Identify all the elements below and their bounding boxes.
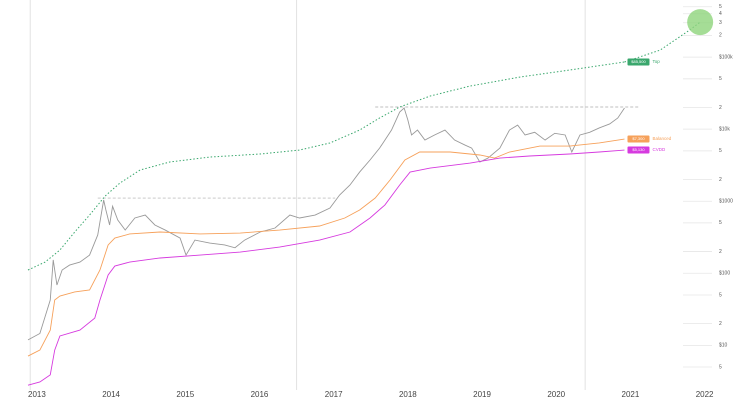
x-tick-label: 2018 — [399, 390, 417, 399]
y-tick-label: 5 — [719, 148, 722, 154]
x-tick-label: 2016 — [251, 390, 269, 399]
y-tick-label: $10 — [719, 343, 728, 349]
x-tick-label: 2015 — [176, 390, 194, 399]
series-line — [27, 138, 625, 357]
x-tick-label: 2020 — [547, 390, 565, 399]
y-tick-label: $1000 — [719, 199, 733, 205]
y-tick-label: $100k — [719, 54, 733, 60]
value-tag — [627, 135, 650, 143]
x-tick-label: 2017 — [325, 390, 343, 399]
y-tick-label: 5 — [719, 4, 722, 10]
series-line — [27, 149, 625, 386]
value-tag-label: $7,300 — [632, 136, 645, 141]
y-tick-label: 2 — [719, 177, 722, 183]
projection-marker — [687, 9, 714, 36]
x-tick-label: 2014 — [102, 390, 120, 399]
x-tick-label: 2019 — [473, 390, 491, 399]
y-tick-label: 2 — [719, 105, 722, 111]
value-tag — [627, 146, 650, 154]
y-tick-label: $10k — [719, 126, 730, 132]
series-name: CVDD — [652, 147, 666, 152]
value-tag — [627, 58, 650, 66]
y-tick-label: 2 — [719, 321, 722, 327]
y-tick-label: 5 — [719, 220, 722, 226]
y-tick-label: 5 — [719, 364, 722, 370]
y-tick-label: 4 — [719, 11, 722, 17]
series-name: Top — [652, 59, 660, 64]
projection-line — [624, 21, 701, 63]
y-tick-label: 2 — [719, 33, 722, 39]
x-tick-label: 2021 — [622, 390, 640, 399]
y-tick-label: 5 — [719, 292, 722, 298]
x-tick-label: 2022 — [696, 390, 714, 399]
y-tick-label: 2 — [719, 249, 722, 255]
y-tick-label: 3 — [719, 20, 722, 26]
y-tick-label: 5 — [719, 76, 722, 82]
series-line — [27, 107, 625, 341]
series-line — [27, 61, 625, 271]
value-tag-label: $85,500 — [631, 59, 646, 64]
value-tag-label: $5,130 — [632, 147, 645, 152]
x-tick-label: 2013 — [28, 390, 46, 399]
y-tick-label: $100 — [719, 271, 730, 277]
series-name: Balanced — [652, 136, 671, 141]
